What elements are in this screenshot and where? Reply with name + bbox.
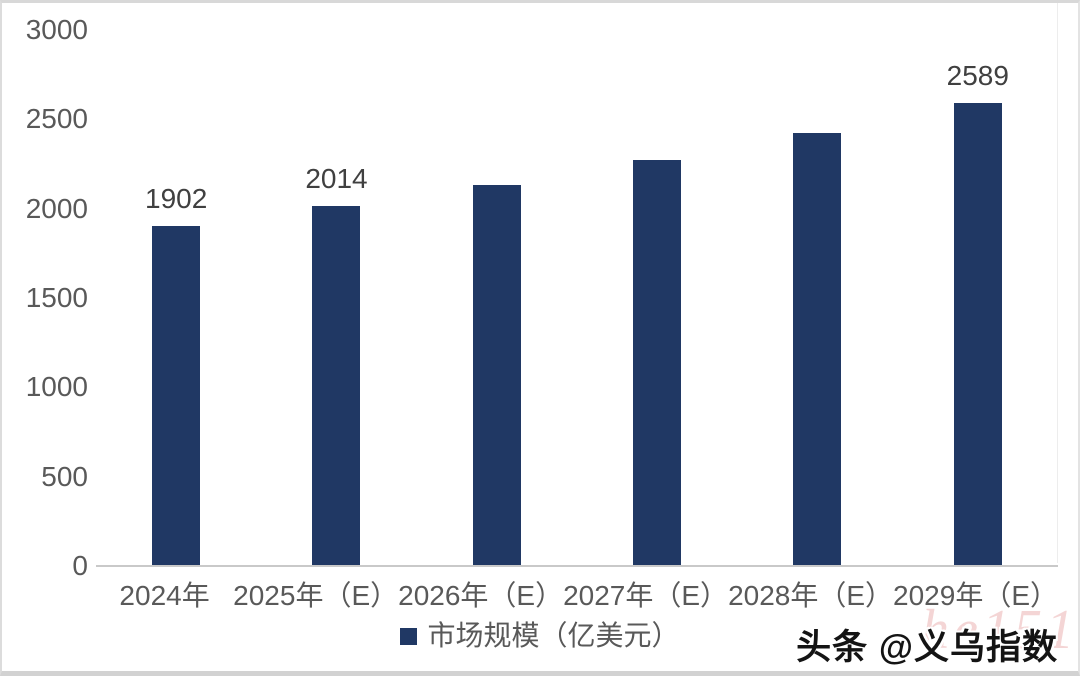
plot-area: 1902 2014 2589 bbox=[96, 30, 1058, 566]
legend-label: 市场规模（亿美元） bbox=[427, 620, 680, 651]
y-axis-tick: 0 bbox=[72, 550, 88, 581]
legend: 市场规模（亿美元） bbox=[0, 620, 1080, 652]
y-axis-tick: 1500 bbox=[25, 282, 88, 313]
y-axis-tick: 2500 bbox=[25, 103, 88, 135]
x-axis-label: 2027年（E） bbox=[563, 580, 729, 611]
y-axis-tick: 3000 bbox=[25, 14, 88, 45]
x-axis-line bbox=[96, 565, 1058, 567]
bar-slot: 2589 bbox=[898, 30, 1058, 566]
bar-2029 bbox=[953, 103, 1002, 566]
y-axis-tick: 1000 bbox=[25, 371, 88, 403]
bar-slot bbox=[417, 30, 577, 566]
x-axis-label: 2029年（E） bbox=[893, 580, 1058, 611]
bar-slot bbox=[737, 30, 897, 566]
x-axis-label: 2024年 bbox=[119, 580, 210, 611]
legend-swatch-icon bbox=[400, 627, 418, 645]
right-guide-line bbox=[1057, 3, 1058, 563]
bar-2026 bbox=[472, 184, 521, 566]
x-axis-label: 2028年（E） bbox=[728, 580, 894, 611]
bar-2027 bbox=[633, 160, 682, 566]
bar-value-label: 1902 bbox=[145, 183, 208, 215]
bar-value-label: 2589 bbox=[946, 60, 1009, 92]
bar-2025 bbox=[312, 206, 361, 566]
y-axis-tick: 2000 bbox=[25, 192, 88, 224]
bar-2028 bbox=[793, 132, 842, 566]
bar-slot bbox=[577, 30, 737, 566]
faint-watermark-text: he151 bbox=[921, 599, 1078, 661]
bar-2024 bbox=[152, 226, 201, 566]
x-axis-labels: 2024年 2025年（E） 2026年（E） 2027年（E） 2028年（E… bbox=[96, 580, 1058, 614]
bar-slot: 2014 bbox=[256, 30, 416, 566]
toutiao-watermark: 头条 @义乌指数 bbox=[796, 628, 1058, 667]
x-axis-label: 2026年（E） bbox=[398, 580, 564, 611]
x-axis-label: 2025年（E） bbox=[233, 580, 399, 611]
bar-slot: 1902 bbox=[96, 30, 256, 566]
bar-value-label: 2014 bbox=[305, 163, 368, 195]
y-axis-tick: 500 bbox=[41, 460, 88, 492]
